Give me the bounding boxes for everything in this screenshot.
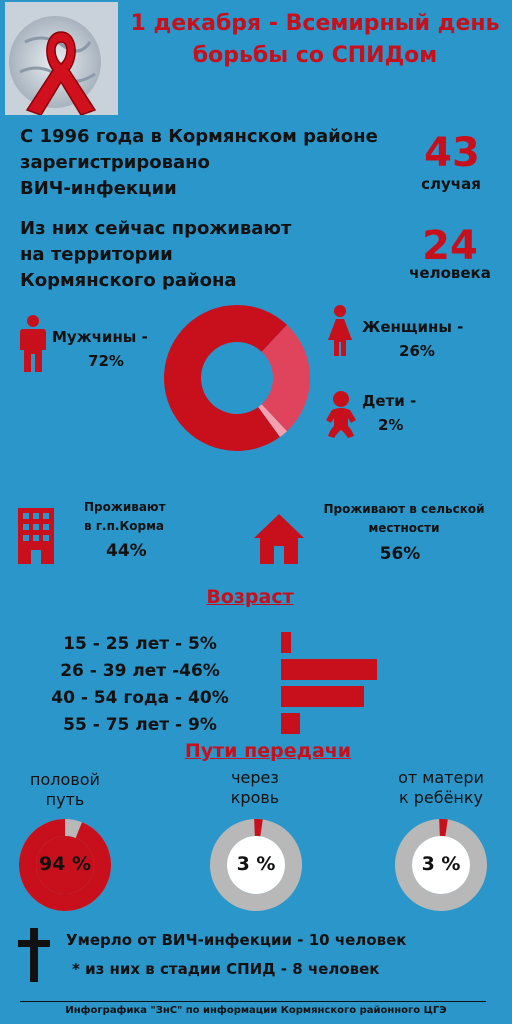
- age-label-0: 15 - 25 лет - 5%: [63, 634, 217, 654]
- gender-donut-chart: [164, 305, 310, 451]
- route-ring-blood: [209, 819, 302, 911]
- rural-value: 56%: [379, 544, 421, 564]
- living-line2: на территории: [20, 244, 173, 265]
- route-ring-sexual: [18, 819, 111, 911]
- living-line3: Кормянского района: [20, 270, 237, 291]
- registered-line2: зарегистрировано: [20, 152, 210, 173]
- men-label: Мужчины -: [52, 328, 148, 346]
- donut-slice-children: [258, 404, 287, 438]
- ring-center-2: [412, 836, 470, 894]
- man-icon: [20, 315, 46, 372]
- men-value: 72%: [88, 352, 124, 370]
- ring-remainder-1: [209, 819, 302, 911]
- ring-remainder-2: [394, 819, 487, 911]
- route-ring-mother: [394, 819, 487, 911]
- age-bar-1: [281, 659, 377, 680]
- donut-slice-men: [164, 305, 287, 451]
- route-value-blood: 3 %: [236, 853, 276, 875]
- routes-section-title: Пути передачи: [184, 740, 352, 762]
- route-label-sexual-2: путь: [45, 790, 85, 809]
- route-label-mother-2: к ребёнку: [398, 788, 484, 807]
- ring-center-0: [36, 836, 94, 894]
- ring-value-0: [18, 819, 111, 911]
- rural-line1: Проживают в сельской: [323, 502, 485, 516]
- age-label-2: 40 - 54 года - 40%: [51, 688, 229, 708]
- city-line1: Проживают: [84, 500, 166, 514]
- route-label-sexual-1: половой: [30, 770, 100, 789]
- registered-count: 43: [424, 130, 480, 176]
- age-bar-0: [281, 632, 291, 653]
- ring-center-1: [227, 836, 285, 894]
- route-value-mother: 3 %: [421, 853, 461, 875]
- age-label-3: 55 - 75 лет - 9%: [63, 715, 217, 735]
- registered-line3: ВИЧ-инфекции: [20, 178, 177, 199]
- route-value-sexual: 94 %: [38, 853, 92, 875]
- age-section-title: Возраст: [206, 586, 294, 608]
- age-bar-2: [281, 686, 364, 707]
- age-label-1: 26 - 39 лет -46%: [60, 661, 220, 681]
- living-count: 24: [422, 223, 478, 269]
- route-label-blood-2: кровь: [230, 788, 280, 807]
- women-label: Женщины -: [362, 318, 464, 336]
- women-value: 26%: [399, 342, 435, 360]
- children-label: Дети -: [362, 392, 417, 410]
- children-value: 2%: [378, 416, 404, 434]
- route-label-mother-1: от матери: [398, 768, 484, 787]
- city-line2: в г.п.Корма: [84, 519, 164, 533]
- woman-icon: [328, 305, 352, 356]
- house-icon: [254, 514, 304, 564]
- deaths-line1: Умерло от ВИЧ-инфекции - 10 человек: [66, 931, 407, 949]
- aids-ribbon-logo: [5, 2, 118, 115]
- page-title: 1 декабря - Всемирный день борьбы со СПИ…: [130, 11, 500, 68]
- cross-icon: [18, 928, 50, 982]
- registered-line1: С 1996 года в Кормянском районе: [20, 126, 378, 147]
- ring-value-1: [254, 819, 263, 837]
- baby-icon: [326, 391, 356, 438]
- route-label-blood-1: через: [231, 768, 279, 787]
- footer-divider: [20, 1001, 486, 1002]
- age-bar-3: [281, 713, 300, 734]
- registered-unit: случая: [421, 175, 481, 193]
- city-value: 44%: [106, 541, 147, 561]
- footer-credit: Инфографика "ЗнС" по информации Кормянск…: [65, 1005, 447, 1016]
- ring-value-2: [439, 819, 448, 837]
- building-icon: [18, 508, 54, 564]
- living-line1: Из них сейчас проживают: [20, 218, 292, 239]
- donut-slice-women: [261, 324, 310, 432]
- aids-ribbon-icon: [5, 2, 118, 115]
- rural-line2: местности: [368, 521, 440, 535]
- living-unit: человека: [409, 264, 491, 282]
- deaths-line2: * из них в стадии СПИД - 8 человек: [72, 960, 380, 978]
